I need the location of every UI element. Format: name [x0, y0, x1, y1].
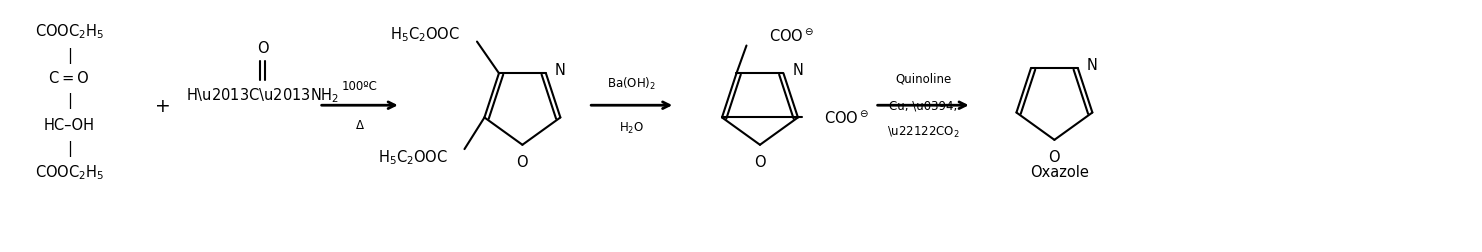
Text: H$_2$O: H$_2$O — [619, 120, 645, 135]
Text: O: O — [1049, 149, 1060, 164]
Text: COOC$_2$H$_5$: COOC$_2$H$_5$ — [34, 23, 104, 41]
Text: HC–OH: HC–OH — [44, 117, 95, 132]
Text: COO$^\ominus$: COO$^\ominus$ — [824, 109, 870, 127]
Text: 100ºC: 100ºC — [342, 80, 378, 92]
Text: H\u2013C\u2013NH$_2$: H\u2013C\u2013NH$_2$ — [187, 86, 339, 104]
Text: H$_5$C$_2$OOC: H$_5$C$_2$OOC — [390, 25, 459, 44]
Text: Quinoline: Quinoline — [895, 72, 951, 85]
Text: COO$^\ominus$: COO$^\ominus$ — [769, 28, 814, 45]
Text: N: N — [1086, 58, 1098, 73]
Text: N: N — [554, 62, 566, 77]
Text: |: | — [67, 48, 71, 64]
Text: O: O — [754, 154, 766, 169]
Text: H$_5$C$_2$OOC: H$_5$C$_2$OOC — [378, 148, 448, 167]
Text: C = O: C = O — [49, 71, 89, 86]
Text: Δ: Δ — [356, 118, 363, 131]
Text: +: + — [156, 96, 170, 115]
Text: COOC$_2$H$_5$: COOC$_2$H$_5$ — [34, 163, 104, 181]
Text: N: N — [793, 62, 803, 77]
Text: |: | — [67, 93, 71, 109]
Text: O: O — [256, 41, 268, 56]
Text: \u22122CO$_2$: \u22122CO$_2$ — [886, 125, 959, 140]
Text: Cu, \u0394,: Cu, \u0394, — [889, 99, 957, 112]
Text: O: O — [517, 154, 528, 169]
Text: |: | — [67, 140, 71, 156]
Text: Oxazole: Oxazole — [1030, 164, 1089, 179]
Text: Ba(OH)$_2$: Ba(OH)$_2$ — [608, 75, 657, 91]
